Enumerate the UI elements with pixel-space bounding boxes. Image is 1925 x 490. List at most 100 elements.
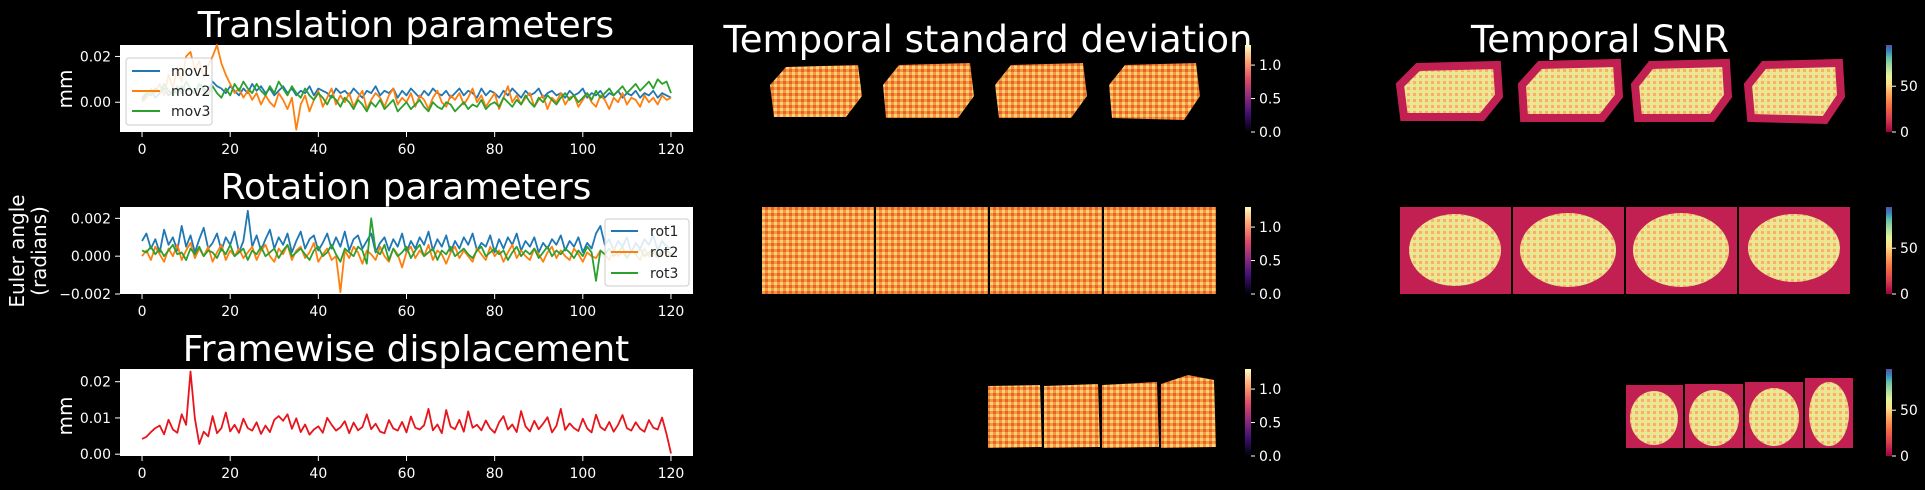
tsnr-slice-sag-3 — [1630, 58, 1733, 122]
tstd-slice-sag-4 — [1109, 63, 1200, 120]
tstd-colorbar-mid: 0.0 0.5 1.0 — [1245, 207, 1281, 303]
translation-panel: Translation parameters mm 0 20 40 60 80 100 12… — [53, 5, 693, 158]
tstd-title: Temporal standard deviation — [722, 18, 1252, 61]
rotation-title: Rotation parameters — [221, 167, 592, 208]
rotation-xtick-label: 80 — [486, 304, 504, 320]
translation-xtick-label: 20 — [221, 142, 239, 158]
tsnr-colorbar-tick-label: 50 — [1900, 79, 1918, 95]
tsnr-colorbar-1 — [1886, 45, 1892, 132]
tsnr-colorbar-bot: 0 50 — [1886, 369, 1918, 465]
framewise-title: Framewise displacement — [183, 329, 630, 370]
tsnr-colorbar-top: 0 50 — [1886, 45, 1918, 141]
tstd-colorbar-tick-label: 0.5 — [1259, 254, 1281, 270]
tsnr-coronal-row — [1400, 207, 1850, 294]
tstd-sagittal-row — [770, 63, 1200, 120]
tsnr-brain-ax-1 — [1630, 391, 1678, 445]
legend-label-mov2: mov2 — [171, 84, 210, 100]
tstd-colorbar-tick-label: 0.0 — [1259, 449, 1281, 465]
tstd-colorbar-tick-label: 1.0 — [1259, 382, 1281, 398]
tsnr-brain-cor-3 — [1633, 213, 1729, 287]
framewise-xtick-label: 20 — [221, 466, 239, 482]
tstd-colorbar-1 — [1245, 45, 1251, 132]
tstd-panel: Temporal standard deviation 0.0 0.5 1.0 0.… — [722, 18, 1281, 465]
tstd-slice-ax-1 — [988, 385, 1042, 448]
tstd-axial-row — [988, 375, 1216, 448]
tstd-slice-cor-3 — [990, 207, 1102, 294]
tsnr-colorbar-mid: 0 50 — [1886, 207, 1918, 303]
rotation-xtick-label: 40 — [309, 304, 327, 320]
rotation-xtick-label: 60 — [398, 304, 416, 320]
euler-ylabel-line1: Euler angle — [5, 194, 29, 307]
framewise-series-fd — [141, 370, 672, 454]
tstd-slice-cor-1 — [762, 207, 874, 294]
translation-xtick-label: 60 — [398, 142, 416, 158]
tsnr-brain-ax-2 — [1689, 390, 1739, 446]
tsnr-brain-ax-3 — [1749, 388, 1799, 446]
tsnr-colorbar-tick-label: 50 — [1900, 241, 1918, 257]
tstd-slice-sag-1 — [770, 65, 862, 117]
tsnr-panel: Temporal SNR — [1395, 18, 1918, 465]
tstd-colorbar-tick-label: 1.0 — [1259, 220, 1281, 236]
framewise-ylabel: mm — [53, 397, 77, 436]
translation-ylabel: mm — [53, 70, 77, 109]
tstd-colorbar-3 — [1245, 369, 1251, 456]
legend-label-rot1: rot1 — [650, 224, 678, 240]
tsnr-title: Temporal SNR — [1470, 18, 1729, 61]
rotation-legend-box — [604, 218, 690, 287]
framewise-xtick-label: 100 — [569, 466, 596, 482]
framewise-ytick-label: 0.00 — [80, 447, 111, 463]
tsnr-axial-row — [1626, 378, 1853, 448]
rotation-ytick-label: 0.000 — [71, 249, 111, 265]
tstd-slice-ax-3 — [1102, 382, 1159, 448]
tsnr-brain-cor-4 — [1748, 214, 1840, 282]
rotation-xtick-label: 20 — [221, 304, 239, 320]
tstd-colorbar-tick-label: 0.5 — [1259, 416, 1281, 432]
translation-xtick-label: 100 — [569, 142, 596, 158]
tstd-slice-sag-2 — [883, 63, 974, 118]
framewise-xtick-label: 60 — [398, 466, 416, 482]
legend-label-rot3: rot3 — [650, 266, 678, 282]
euler-ylabel-line2: (radians) — [27, 206, 51, 296]
tsnr-brain-cor-2 — [1520, 213, 1616, 287]
translation-xtick-label: 80 — [486, 142, 504, 158]
translation-ytick-label: 0.02 — [80, 49, 111, 65]
tstd-slice-cor-4 — [1104, 207, 1216, 294]
tstd-colorbar-tick-label: 0.0 — [1259, 125, 1281, 141]
framewise-ytick-label: 0.02 — [80, 375, 111, 391]
tstd-colorbar-tick-label: 1.0 — [1259, 58, 1281, 74]
tsnr-colorbar-tick-label: 0 — [1900, 287, 1909, 303]
tstd-colorbar-top: 0.0 0.5 1.0 — [1245, 45, 1281, 141]
translation-xtick-label: 40 — [309, 142, 327, 158]
tstd-slice-sag-3 — [995, 63, 1087, 118]
tstd-colorbar-tick-label: 0.0 — [1259, 287, 1281, 303]
legend-label-mov3: mov3 — [171, 104, 210, 120]
framewise-xtick-label: 0 — [138, 466, 147, 482]
tstd-colorbar-tick-label: 0.5 — [1259, 92, 1281, 108]
tstd-slice-ax-4 — [1161, 375, 1216, 448]
framewise-ytick-label: 0.01 — [80, 411, 111, 427]
framewise-panel: Framewise displacement mm 0 20 40 60 80 100 12… — [53, 329, 693, 482]
tstd-coronal-row — [762, 207, 1216, 294]
translation-legend-box — [125, 57, 213, 126]
translation-series-mov3 — [141, 78, 672, 113]
legend-label-mov1: mov1 — [171, 64, 210, 80]
translation-xtick-label: 120 — [658, 142, 685, 158]
rotation-xtick-label: 120 — [658, 304, 685, 320]
rotation-series-rot3 — [141, 217, 672, 282]
translation-xtick-label: 0 — [138, 142, 147, 158]
legend-label-rot2: rot2 — [650, 245, 678, 261]
translation-title: Translation parameters — [197, 5, 614, 46]
translation-plot: 0 20 40 60 80 100 120 0.00 0.02 — [80, 44, 685, 158]
translation-legend: mov1 mov2 mov3 — [125, 57, 213, 126]
rotation-xtick-label: 0 — [138, 304, 147, 320]
tsnr-colorbar-tick-label: 0 — [1900, 449, 1909, 465]
rotation-ytick-label: 0.002 — [71, 211, 111, 227]
tsnr-colorbar-3 — [1886, 369, 1892, 456]
rotation-plot: 0 20 40 60 80 100 120 −0.002 0.000 0.002 — [59, 209, 685, 320]
framewise-xtick-label: 80 — [486, 466, 504, 482]
framewise-plot: 0 20 40 60 80 100 120 0.00 0.01 0.02 — [80, 370, 685, 482]
framewise-xtick-label: 120 — [658, 466, 685, 482]
framewise-xtick-label: 40 — [309, 466, 327, 482]
euler-ylabel: Euler angle (radians) — [5, 194, 51, 307]
tsnr-slice-sag-4 — [1743, 58, 1846, 125]
